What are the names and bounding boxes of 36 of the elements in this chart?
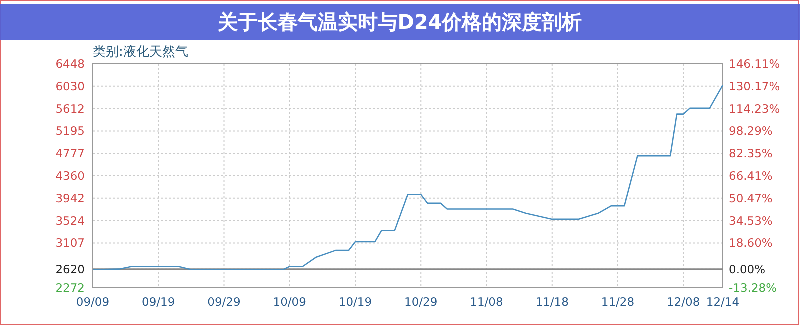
y2-tick-label: 18.60% <box>729 236 773 250</box>
y-tick-label: 2620 <box>56 262 85 276</box>
y-tick-label: 4777 <box>56 146 85 161</box>
y-tick-label: 4360 <box>56 169 85 184</box>
y2-tick-label: 130.17% <box>729 79 780 94</box>
y2-tick-label: -13.28% <box>729 281 778 296</box>
y2-tick-label: 146.11% <box>729 57 780 72</box>
y-tick-label: 2272 <box>56 281 85 296</box>
y-tick-label: 6030 <box>56 79 85 94</box>
x-tick-label: 10/19 <box>338 295 372 309</box>
x-tick-label: 11/28 <box>601 295 635 309</box>
y2-tick-label: 82.35% <box>729 146 773 161</box>
y2-tick-label: 66.41% <box>729 169 773 184</box>
y2-tick-label: 98.29% <box>729 124 773 138</box>
x-tick-label: 10/09 <box>273 295 306 309</box>
x-tick-label: 12/08 <box>667 295 700 309</box>
x-tick-label: 09/19 <box>142 295 176 309</box>
x-tick-label: 11/18 <box>536 295 569 309</box>
y-tick-label: 3524 <box>56 214 85 228</box>
y-tick-label: 3942 <box>56 191 85 206</box>
y2-tick-label: 50.47% <box>729 191 773 206</box>
chart-subtitle: 类别:液化天然气 <box>93 45 188 60</box>
x-tick-label: 09/09 <box>76 295 110 309</box>
y2-tick-label: 114.23% <box>729 102 780 116</box>
x-tick-label: 10/29 <box>404 295 438 309</box>
y2-tick-label: 34.53% <box>729 214 773 228</box>
line-series <box>92 84 724 271</box>
y-tick-label: 5612 <box>56 102 85 116</box>
chart-title: 关于长春气温实时与D24价格的深度剖析 <box>216 10 582 34</box>
y2-tick-label: 0.00% <box>729 262 766 276</box>
x-tick-label: 12/14 <box>706 295 740 309</box>
x-tick-label: 09/29 <box>208 295 241 309</box>
y-tick-label: 3107 <box>56 236 85 250</box>
x-tick-label: 11/08 <box>470 295 504 309</box>
y-tick-label: 5195 <box>56 124 85 138</box>
y-tick-label: 6448 <box>56 57 85 72</box>
